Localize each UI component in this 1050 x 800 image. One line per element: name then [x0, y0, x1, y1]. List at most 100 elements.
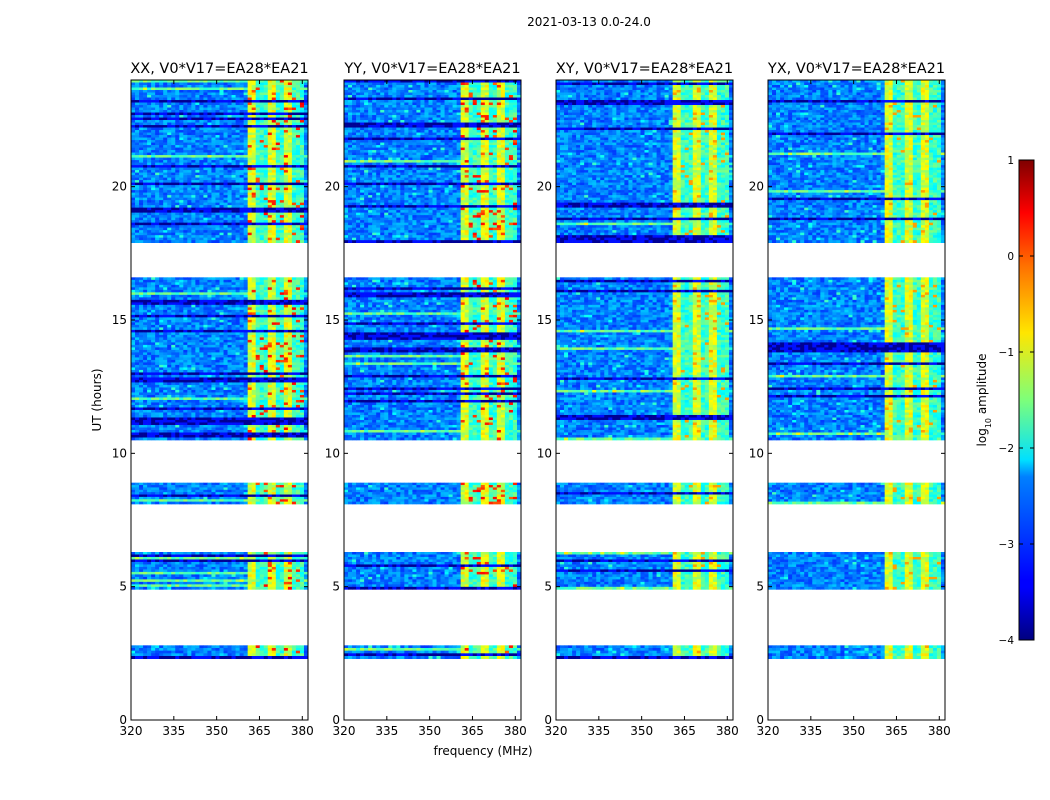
heatmap-cell: [259, 349, 265, 353]
heatmap-cell: [159, 317, 164, 321]
heatmap-cell: [283, 309, 289, 313]
heatmap-cell: [135, 566, 140, 570]
heatmap-cell: [287, 82, 293, 86]
heatmap-cell: [287, 499, 293, 502]
heatmap-cell: [207, 571, 212, 575]
heatmap-cell: [143, 429, 148, 433]
heatmap-cell: [175, 319, 180, 323]
heatmap-cell: [259, 434, 265, 438]
heatmap-cell: [175, 344, 180, 348]
heatmap-cell: [159, 284, 164, 288]
heatmap-cell: [231, 377, 236, 381]
heatmap-cell: [207, 364, 212, 368]
heatmap-cell: [299, 317, 305, 321]
heatmap-cell: [195, 279, 200, 283]
heatmap-cell: [175, 309, 180, 313]
heatmap-cell: [207, 564, 212, 568]
heatmap-cell: [195, 120, 200, 123]
heatmap-cell: [259, 429, 265, 433]
heatmap-cell: [175, 352, 180, 356]
heatmap-cell: [151, 422, 156, 426]
heatmap-cell: [295, 579, 301, 583]
heatmap-cell: [275, 432, 281, 436]
heatmap-cell: [147, 402, 152, 406]
heatmap-cell: [251, 342, 257, 346]
heatmap-cell: [251, 412, 257, 416]
heatmap-cell: [203, 322, 208, 326]
heatmap-cell: [247, 569, 253, 573]
heatmap-cell: [303, 352, 309, 356]
heatmap-cell: [239, 352, 244, 356]
heatmap-cell: [291, 367, 297, 371]
heatmap-cell: [163, 559, 168, 563]
heatmap-cell: [183, 352, 188, 356]
heatmap-cell: [303, 97, 309, 101]
heatmap-cell: [251, 394, 257, 398]
heatmap-cell: [223, 427, 228, 431]
heatmap-cell: [199, 424, 204, 428]
heatmap-cell: [255, 347, 261, 351]
heatmap-cell: [259, 115, 265, 118]
heatmap-cell: [199, 564, 204, 568]
heatmap-cell: [135, 579, 140, 583]
heatmap-cell: [131, 384, 136, 388]
heatmap-cell: [191, 586, 196, 590]
heatmap-cell: [231, 429, 236, 433]
heatmap-cell: [139, 352, 144, 356]
heatmap-cell: [231, 352, 236, 356]
heatmap-cell: [143, 90, 148, 93]
heatmap-cell: [255, 339, 261, 343]
heatmap-cell: [255, 312, 261, 316]
heatmap-cell: [227, 92, 232, 96]
heatmap-cell: [239, 304, 244, 308]
heatmap-cell: [243, 332, 249, 336]
heatmap-cell: [139, 299, 144, 303]
heatmap-cell: [287, 389, 293, 393]
heatmap-cell: [203, 112, 208, 116]
heatmap-cell: [167, 112, 172, 116]
heatmap-cell: [203, 496, 208, 500]
heatmap-cell: [271, 95, 277, 98]
heatmap-cell: [263, 112, 269, 116]
heatmap-cell: [163, 492, 168, 495]
heatmap-cell: [227, 392, 232, 396]
heatmap-cell: [131, 327, 136, 331]
heatmap-cell: [191, 581, 196, 585]
heatmap-cell: [167, 122, 172, 126]
heatmap-cell: [179, 354, 184, 358]
heatmap-cell: [223, 571, 228, 575]
heatmap-cell: [151, 80, 156, 83]
heatmap-cell: [275, 569, 281, 573]
heatmap-cell: [159, 339, 164, 343]
heatmap-cell: [163, 359, 168, 363]
heatmap-cell: [259, 419, 265, 423]
heatmap-cell: [299, 349, 305, 353]
heatmap-cell: [143, 284, 148, 288]
heatmap-cell: [235, 561, 240, 565]
heatmap-cell: [247, 369, 253, 373]
heatmap-cell: [191, 100, 196, 103]
heatmap-cell: [235, 359, 240, 363]
heatmap-cell: [287, 584, 293, 588]
heatmap-cell: [143, 332, 148, 336]
heatmap-cell: [151, 82, 156, 86]
heatmap-cell: [151, 122, 156, 126]
heatmap-cell: [223, 372, 228, 376]
heatmap-cell: [159, 556, 164, 560]
heatmap-cell: [239, 347, 244, 351]
heatmap-cell: [191, 648, 196, 652]
heatmap-cell: [287, 110, 293, 113]
heatmap-cell: [263, 414, 269, 418]
heatmap-cell: [199, 482, 204, 486]
heatmap-cell: [187, 379, 192, 383]
heatmap-cell: [155, 389, 160, 393]
heatmap-cell: [267, 648, 273, 652]
heatmap-cell: [167, 424, 172, 428]
heatmap-cell: [271, 650, 277, 654]
heatmap-cell: [271, 82, 277, 86]
heatmap-cell: [151, 115, 156, 118]
heatmap-cell: [263, 364, 269, 368]
heatmap-cell: [279, 656, 285, 660]
heatmap-cell: [219, 584, 224, 588]
heatmap-cell: [287, 347, 293, 351]
